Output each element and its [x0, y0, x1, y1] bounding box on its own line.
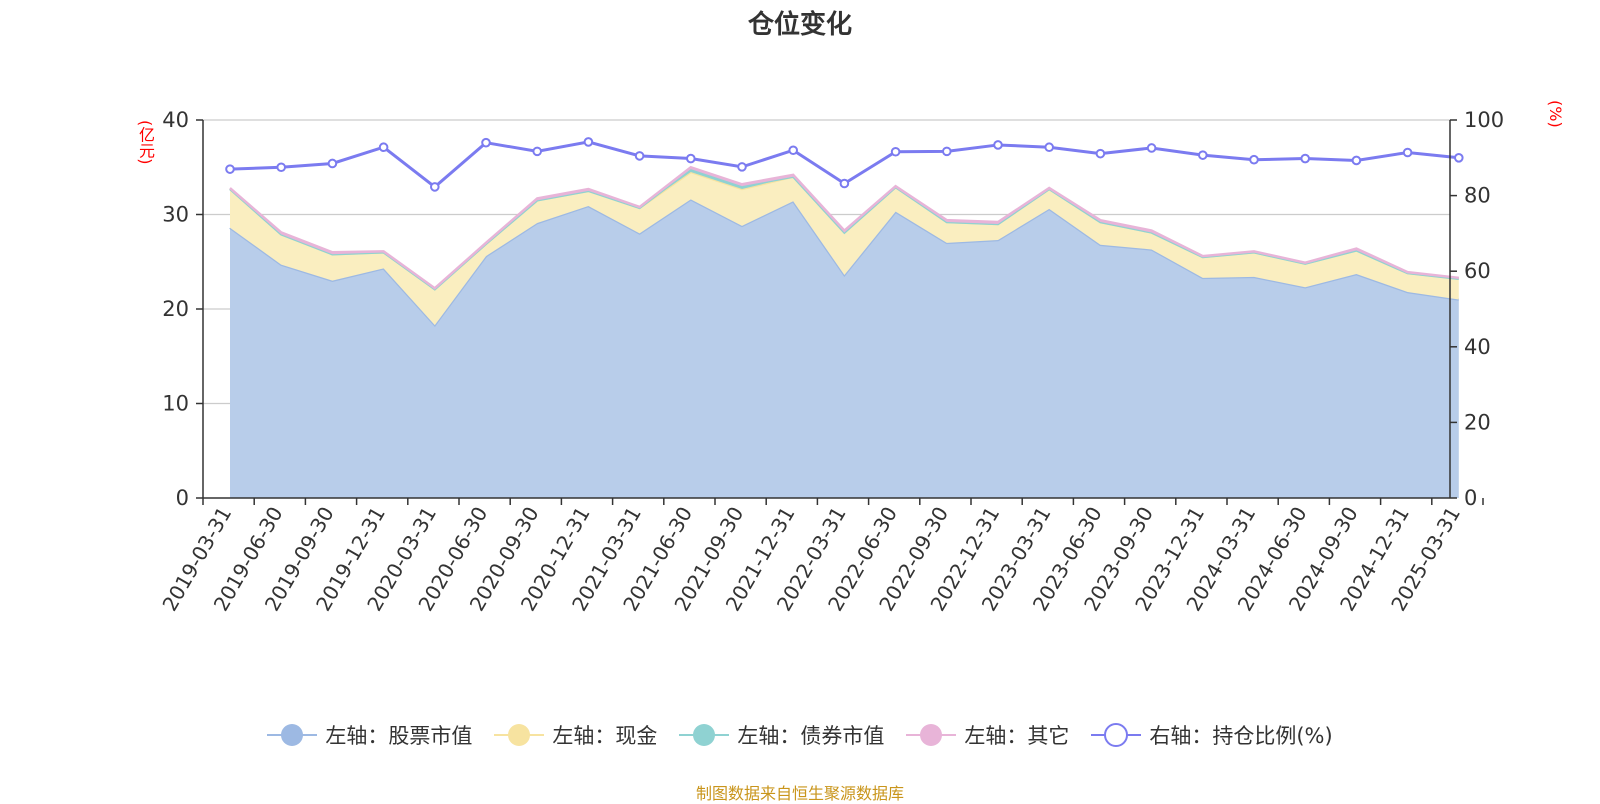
ratio-point: [1044, 142, 1054, 153]
left-tick-label: 20: [162, 297, 189, 321]
data-source-note: 制图数据来自恒生聚源数据库: [695, 784, 904, 803]
ratio-point: [839, 178, 850, 189]
ratio-point: [378, 142, 389, 153]
ratio-point: [1300, 153, 1310, 164]
ratio-point: [327, 158, 338, 169]
right-tick-label: 80: [1464, 184, 1491, 208]
ratio-point: [430, 182, 440, 192]
ratio-point: [890, 146, 901, 157]
legend-label: 右轴：持仓比例(%): [1149, 724, 1333, 748]
ratio-point: [583, 137, 594, 147]
right-tick-label: 100: [1464, 108, 1504, 132]
filled-circle-icon: [906, 724, 957, 746]
legend-label: 左轴：债券市值: [737, 724, 885, 748]
ratio-point: [686, 153, 696, 164]
legend-item-stock[interactable]: 左轴：股票市值: [267, 720, 472, 750]
filled-circle-icon: [494, 724, 545, 746]
left-tick-label: 30: [162, 203, 189, 227]
filled-circle-icon: [679, 724, 730, 746]
left-axis-unit: (亿元): [136, 120, 155, 165]
legend-label: 左轴：股票市值: [325, 724, 473, 748]
filled-circle-icon: [267, 724, 318, 746]
hollow-circle-icon: [1091, 723, 1142, 747]
legend-item-bond[interactable]: 左轴：债券市值: [679, 720, 884, 750]
right-axis-unit: (%): [1546, 100, 1565, 128]
right-tick-label: 60: [1464, 259, 1491, 283]
legend-item-ratio[interactable]: 右轴：持仓比例(%): [1091, 720, 1333, 750]
ratio-line: [225, 137, 1464, 192]
ratio-point: [276, 162, 287, 173]
left-tick-label: 10: [162, 392, 189, 416]
ratio-point: [993, 140, 1003, 150]
ratio-point: [634, 151, 645, 161]
area-line-other: [229, 165, 1459, 290]
left-tick-label: 40: [162, 108, 189, 132]
ratio-point: [942, 146, 952, 157]
ratio-point: [737, 162, 747, 172]
area-cash: [230, 171, 1459, 326]
ratio-point: [1249, 154, 1259, 165]
area-stock: [230, 199, 1459, 498]
legend-item-cash[interactable]: 左轴：现金: [494, 720, 657, 750]
ratio-point: [788, 145, 799, 156]
right-tick-label: 0: [1464, 486, 1477, 510]
ratio-point: [1198, 150, 1208, 160]
ratio-point: [1402, 147, 1413, 158]
ratio-point: [532, 146, 543, 157]
left-tick-label: 0: [176, 486, 189, 510]
legend-label: 左轴：其它: [964, 724, 1070, 748]
chart-title: 仓位变化: [747, 10, 852, 40]
ratio-point: [1351, 155, 1362, 166]
ratio-point: [481, 137, 491, 148]
chart-legend: 左轴：股票市值 左轴：现金 左轴：债券市值 左轴：其它 右轴：持仓比例(%): [0, 720, 1600, 750]
right-tick-label: 40: [1464, 335, 1491, 359]
ratio-point: [1454, 153, 1464, 163]
legend-item-other[interactable]: 左轴：其它: [906, 720, 1069, 750]
ratio-point: [225, 164, 235, 174]
ratio-point: [1095, 148, 1106, 159]
right-tick-label: 20: [1464, 410, 1491, 434]
ratio-point: [1146, 143, 1157, 153]
stacked-areas: [229, 165, 1459, 498]
legend-label: 左轴：现金: [552, 724, 658, 748]
